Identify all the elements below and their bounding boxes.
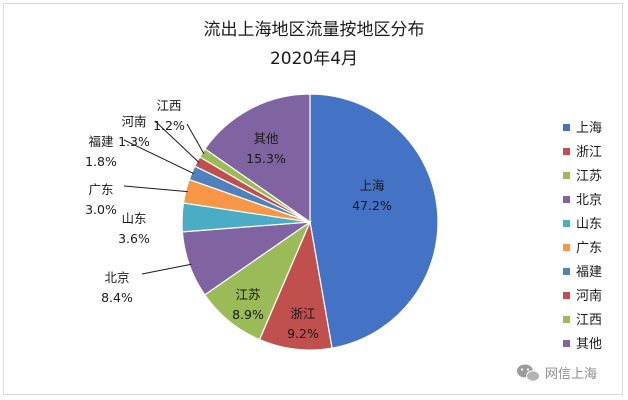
legend-label: 广东 bbox=[576, 241, 602, 256]
slice-category-label: 福建 bbox=[88, 134, 114, 149]
legend-swatch bbox=[563, 124, 570, 131]
leader-line bbox=[141, 263, 192, 275]
slice-value-label: 47.2% bbox=[352, 198, 392, 213]
legend-swatch bbox=[563, 292, 570, 299]
legend-label: 山东 bbox=[576, 217, 602, 232]
legend-label: 其他 bbox=[576, 337, 602, 352]
watermark: 网信上海 bbox=[517, 364, 597, 382]
legend-swatch bbox=[563, 220, 570, 227]
legend-label: 河南 bbox=[576, 288, 602, 304]
slice-value-label: 9.2% bbox=[287, 326, 319, 341]
legend-label: 浙江 bbox=[576, 145, 602, 160]
legend-label: 福建 bbox=[576, 265, 602, 280]
slice-value-label: 15.3% bbox=[246, 151, 286, 166]
leader-line bbox=[186, 123, 205, 155]
slice-value-label: 8.9% bbox=[232, 307, 264, 322]
data-labels: 上海 47.2% 浙江 9.2% 江苏 8.9% 北京 8.4% 山东 3.6% 广东 3.0% 福建 1… bbox=[85, 98, 392, 341]
slice-value-label: 1.8% bbox=[85, 154, 117, 169]
legend-label: 江西 bbox=[576, 313, 602, 328]
slice-value-label: 1.3% bbox=[118, 134, 150, 149]
chart-subtitle: 2020年4月 bbox=[270, 49, 358, 69]
slice-category-label: 江西 bbox=[156, 98, 181, 113]
chart-title: 流出上海地区流量按地区分布 bbox=[204, 20, 425, 40]
slice-value-label: 1.2% bbox=[153, 118, 185, 133]
slice-category-label: 江苏 bbox=[235, 287, 260, 302]
legend-label: 北京 bbox=[576, 193, 602, 208]
slice-category-label: 河南 bbox=[121, 114, 146, 129]
slice-category-label: 上海 bbox=[359, 178, 385, 193]
pie-slices bbox=[181, 93, 439, 351]
watermark-text: 网信上海 bbox=[545, 367, 597, 382]
slice-category-label: 北京 bbox=[104, 270, 129, 285]
pie-slice-9 bbox=[204, 93, 311, 224]
slice-value-label: 3.0% bbox=[85, 202, 117, 217]
leader-line bbox=[123, 139, 194, 175]
legend-label: 江苏 bbox=[576, 168, 602, 184]
wechat-icon bbox=[517, 364, 540, 382]
legend-swatch bbox=[563, 172, 570, 179]
slice-category-label: 其他 bbox=[253, 131, 279, 146]
slice-category-label: 山东 bbox=[121, 211, 146, 226]
legend-swatch bbox=[563, 196, 570, 203]
pie-slice-0 bbox=[309, 93, 439, 349]
legend-swatch bbox=[563, 340, 570, 347]
leader-line bbox=[154, 120, 200, 163]
slice-value-label: 3.6% bbox=[118, 231, 150, 246]
legend-swatch bbox=[563, 148, 570, 155]
slice-value-label: 8.4% bbox=[101, 290, 133, 305]
leader-line bbox=[123, 185, 188, 193]
legend-swatch bbox=[563, 244, 570, 251]
legend-swatch bbox=[563, 268, 570, 275]
slice-category-label: 广东 bbox=[88, 182, 113, 197]
leader-lines bbox=[123, 120, 205, 275]
slice-category-label: 浙江 bbox=[290, 306, 315, 321]
legend-label: 上海 bbox=[576, 121, 602, 136]
legend-swatch bbox=[563, 316, 570, 323]
